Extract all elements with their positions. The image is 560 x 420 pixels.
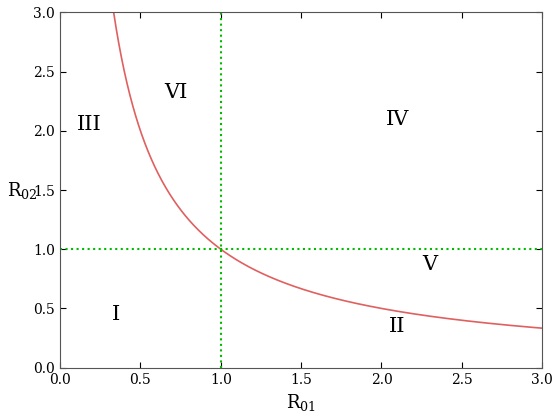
X-axis label: $\mathrm{R}_{01}$: $\mathrm{R}_{01}$ <box>286 392 316 413</box>
Text: IV: IV <box>386 110 409 129</box>
Text: V: V <box>422 255 437 274</box>
Text: VI: VI <box>164 84 188 102</box>
Text: II: II <box>389 317 406 336</box>
Text: I: I <box>112 305 120 324</box>
Text: III: III <box>77 116 101 134</box>
Y-axis label: $\mathrm{R}_{02}$: $\mathrm{R}_{02}$ <box>7 179 38 200</box>
